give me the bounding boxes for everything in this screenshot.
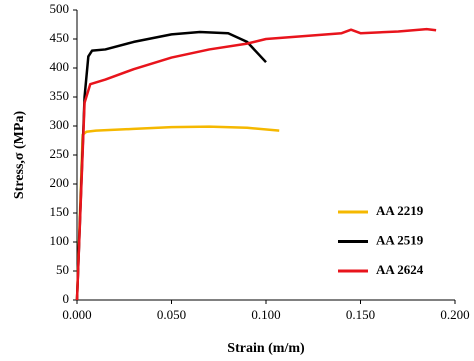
y-tick-label: 400	[50, 59, 70, 74]
series-line	[75, 27, 437, 301]
x-tick-label: 0.200	[440, 307, 469, 322]
x-tick-label: 0.000	[62, 307, 91, 322]
legend-label: AA 2624	[376, 262, 424, 277]
y-tick-label: 100	[50, 233, 70, 248]
y-tick-label: 150	[50, 204, 70, 219]
y-tick-label: 50	[56, 262, 69, 277]
x-tick-label: 0.050	[157, 307, 186, 322]
y-tick-label: 300	[50, 117, 70, 132]
x-axis-title: Strain (m/m)	[227, 341, 305, 356]
y-tick-label: 250	[50, 146, 70, 161]
y-axis-title: Stress,σ (MPa)	[12, 111, 27, 200]
series-line	[75, 125, 280, 301]
series-line	[75, 30, 267, 301]
y-tick-label: 500	[50, 1, 70, 16]
legend-label: AA 2519	[376, 232, 424, 247]
y-tick-label: 0	[63, 291, 70, 306]
y-tick-label: 450	[50, 30, 70, 45]
x-tick-label: 0.100	[251, 307, 280, 322]
x-tick-label: 0.150	[346, 307, 375, 322]
legend-label: AA 2219	[376, 203, 424, 218]
y-tick-label: 200	[50, 175, 70, 190]
y-tick-label: 350	[50, 88, 70, 103]
